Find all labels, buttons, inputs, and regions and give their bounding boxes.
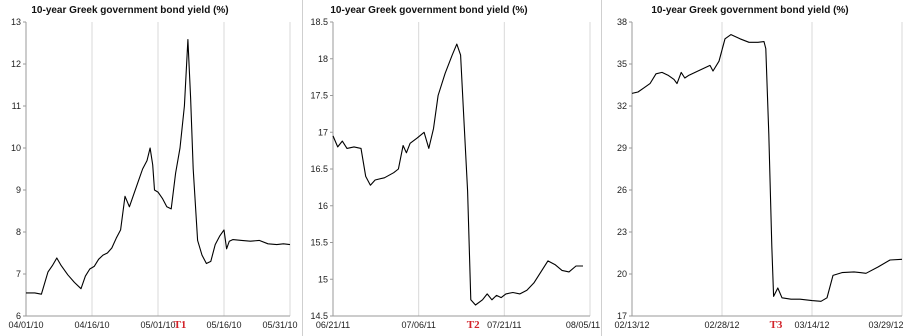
chart-1-svg: 10-year Greek government bond yield (%) … bbox=[8, 5, 297, 331]
chart-1-y-tick-label: 6 bbox=[16, 311, 21, 321]
chart-1-y-tick-label: 8 bbox=[16, 227, 21, 237]
chart-2-y-tick-label: 16.5 bbox=[310, 164, 328, 174]
chart-panel-3: 10-year Greek government bond yield (%) … bbox=[602, 0, 904, 336]
panel-divider-2 bbox=[601, 0, 602, 336]
chart-3-y-tick-label: 26 bbox=[617, 185, 627, 195]
chart-2-y-tick-label: 18.5 bbox=[310, 17, 328, 27]
chart-3-y-tick-label: 17 bbox=[617, 311, 627, 321]
chart-1-y-tick-label: 13 bbox=[11, 17, 21, 27]
chart-1-x-tick-label: 05/31/10 bbox=[262, 320, 297, 330]
chart-2-y-tick-label: 17 bbox=[318, 127, 328, 137]
chart-1-series-line bbox=[26, 39, 291, 295]
chart-2-x-tick-label: 07/21/11 bbox=[487, 320, 521, 330]
chart-3-y-tick-label: 20 bbox=[617, 269, 627, 279]
chart-2-x-tick-label: 07/06/11 bbox=[401, 320, 435, 330]
chart-2-y-tick-label: 15.5 bbox=[310, 238, 328, 248]
chart-2-event-marker: T2 bbox=[467, 319, 480, 331]
chart-3-title: 10-year Greek government bond yield (%) bbox=[651, 5, 848, 16]
chart-panel-1: 10-year Greek government bond yield (%) … bbox=[0, 0, 302, 336]
chart-3-svg: 10-year Greek government bond yield (%) … bbox=[614, 5, 903, 331]
chart-2-title: 10-year Greek government bond yield (%) bbox=[330, 5, 527, 16]
chart-3-y-tick-label: 23 bbox=[617, 227, 627, 237]
chart-2-y-tick-label: 15 bbox=[318, 274, 328, 284]
chart-3-x-tick-label: 03/14/12 bbox=[794, 320, 829, 330]
chart-3-event-marker: T3 bbox=[770, 319, 783, 331]
chart-1-y-tick-label: 11 bbox=[12, 101, 21, 111]
chart-3-x-tick-label: 03/29/12 bbox=[868, 320, 903, 330]
chart-3-x-tick-label: 02/13/12 bbox=[614, 320, 649, 330]
chart-2-y-tick-label: 17.5 bbox=[310, 91, 328, 101]
chart-1-x-tick-label: 05/01/10 bbox=[140, 320, 175, 330]
chart-1-x-tick-label: 04/16/10 bbox=[74, 320, 109, 330]
chart-2-x-tick-label: 08/05/11 bbox=[566, 320, 600, 330]
chart-2-x-tick-label: 06/21/11 bbox=[316, 320, 350, 330]
chart-3-series-line bbox=[631, 34, 903, 302]
chart-2-series-line bbox=[332, 43, 583, 306]
chart-3-y-tick-label: 29 bbox=[617, 143, 627, 153]
chart-3-y-tick-label: 35 bbox=[617, 59, 627, 69]
chart-1-event-marker: T1 bbox=[174, 319, 187, 331]
chart-3-y-tick-label: 32 bbox=[617, 101, 627, 111]
chart-2-y-tick-label: 18 bbox=[318, 54, 328, 64]
chart-1-y-tick-label: 12 bbox=[11, 59, 21, 69]
chart-3-y-tick-label: 38 bbox=[617, 17, 627, 27]
chart-1-x-tick-label: 05/16/10 bbox=[206, 320, 241, 330]
chart-1-y-tick-label: 7 bbox=[16, 269, 21, 279]
chart-3-x-tick-label: 02/28/12 bbox=[704, 320, 739, 330]
chart-1-x-tick-label: 04/01/10 bbox=[8, 320, 43, 330]
chart-panel-2: 10-year Greek government bond yield (%) … bbox=[303, 0, 601, 336]
chart-1-y-tick-label: 9 bbox=[16, 185, 21, 195]
chart-2-svg: 10-year Greek government bond yield (%) … bbox=[310, 5, 600, 331]
chart-1-title: 10-year Greek government bond yield (%) bbox=[31, 5, 228, 16]
chart-2-y-tick-label: 16 bbox=[318, 201, 328, 211]
panel-divider-1 bbox=[302, 0, 303, 336]
chart-1-y-tick-label: 10 bbox=[11, 143, 21, 153]
chart-2-y-tick-label: 14.5 bbox=[310, 311, 328, 321]
